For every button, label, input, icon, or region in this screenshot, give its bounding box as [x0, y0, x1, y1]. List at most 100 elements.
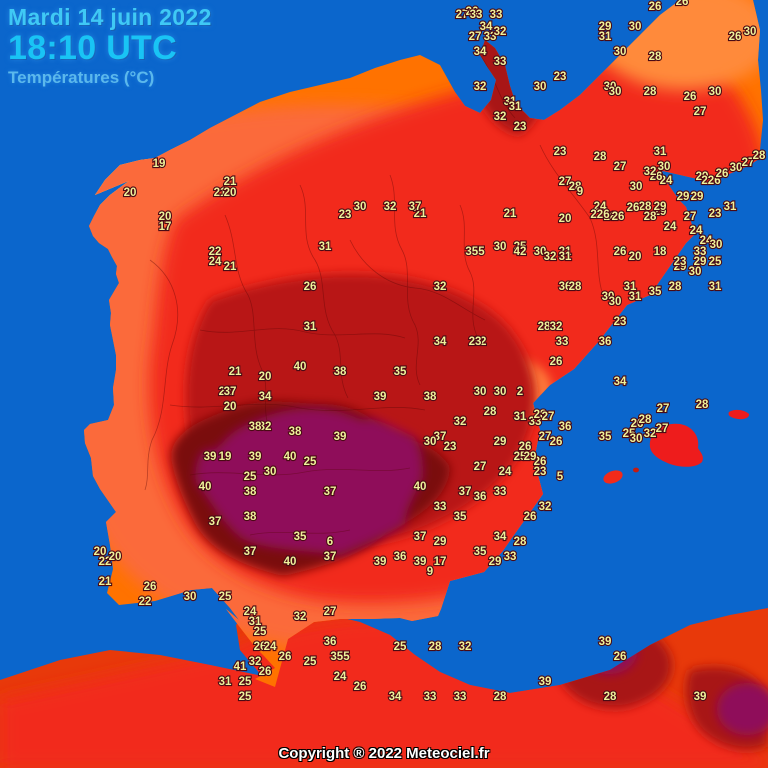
svg-text:28: 28 [494, 691, 507, 703]
svg-text:28: 28 [669, 281, 682, 293]
svg-text:27: 27 [657, 403, 670, 415]
svg-text:26: 26 [279, 651, 292, 663]
svg-text:27: 27 [684, 211, 697, 223]
svg-text:27: 27 [474, 461, 487, 473]
svg-text:32: 32 [550, 321, 563, 333]
svg-text:37: 37 [224, 386, 237, 398]
svg-text:26: 26 [259, 666, 272, 678]
svg-text:23: 23 [444, 441, 457, 453]
svg-text:30: 30 [630, 433, 643, 445]
svg-text:30: 30 [630, 181, 643, 193]
svg-text:35: 35 [474, 546, 487, 558]
svg-text:30: 30 [629, 21, 642, 33]
svg-text:38: 38 [244, 511, 257, 523]
svg-text:37: 37 [324, 551, 337, 563]
svg-text:32: 32 [644, 166, 657, 178]
svg-text:40: 40 [199, 481, 212, 493]
svg-text:29: 29 [677, 191, 690, 203]
svg-text:26: 26 [729, 31, 742, 43]
svg-text:27: 27 [324, 606, 337, 618]
svg-text:19: 19 [153, 158, 166, 170]
svg-text:23: 23 [674, 256, 687, 268]
svg-text:38: 38 [289, 426, 302, 438]
svg-text:26: 26 [550, 436, 563, 448]
svg-text:25: 25 [709, 256, 722, 268]
svg-text:25: 25 [244, 471, 257, 483]
svg-text:30: 30 [658, 161, 671, 173]
svg-text:22: 22 [139, 596, 152, 608]
svg-text:32: 32 [544, 251, 557, 263]
svg-text:26: 26 [550, 356, 563, 368]
svg-text:29: 29 [524, 451, 537, 463]
svg-text:29: 29 [434, 536, 447, 548]
svg-text:5: 5 [557, 471, 564, 483]
svg-text:32: 32 [494, 111, 507, 123]
svg-text:39: 39 [249, 451, 262, 463]
svg-text:23: 23 [709, 208, 722, 220]
svg-text:25: 25 [219, 591, 232, 603]
svg-text:17: 17 [434, 556, 447, 568]
svg-text:33: 33 [454, 691, 467, 703]
svg-text:28: 28 [429, 641, 442, 653]
svg-text:39: 39 [539, 676, 552, 688]
svg-text:29: 29 [654, 201, 667, 213]
svg-text:30: 30 [184, 591, 197, 603]
svg-text:25: 25 [394, 641, 407, 653]
svg-text:32: 32 [539, 501, 552, 513]
svg-text:35: 35 [599, 431, 612, 443]
svg-text:23: 23 [339, 209, 352, 221]
svg-text:30: 30 [730, 162, 743, 174]
svg-text:2: 2 [517, 386, 523, 398]
svg-text:33: 33 [434, 501, 447, 513]
svg-text:41: 41 [234, 661, 247, 673]
svg-text:20: 20 [559, 213, 572, 225]
svg-text:36: 36 [324, 636, 337, 648]
svg-text:32: 32 [454, 416, 467, 428]
svg-text:26: 26 [354, 681, 367, 693]
svg-text:34: 34 [474, 46, 487, 58]
svg-text:27: 27 [694, 106, 707, 118]
svg-text:42: 42 [514, 246, 527, 258]
svg-text:25: 25 [239, 676, 252, 688]
svg-text:21: 21 [504, 208, 517, 220]
svg-text:32: 32 [294, 611, 307, 623]
svg-text:34: 34 [494, 531, 507, 543]
svg-text:28: 28 [644, 86, 657, 98]
svg-text:37: 37 [324, 486, 337, 498]
svg-text:21: 21 [224, 261, 237, 273]
svg-text:31: 31 [514, 411, 527, 423]
svg-text:34: 34 [480, 21, 493, 33]
svg-text:17: 17 [159, 221, 172, 233]
svg-text:39: 39 [414, 556, 427, 568]
svg-text:33: 33 [504, 551, 517, 563]
svg-text:31: 31 [709, 281, 722, 293]
svg-text:355: 355 [465, 246, 485, 258]
svg-text:32: 32 [384, 201, 397, 213]
svg-text:30: 30 [494, 386, 507, 398]
svg-text:35: 35 [649, 286, 662, 298]
svg-text:25: 25 [239, 691, 252, 703]
svg-text:28: 28 [649, 51, 662, 63]
svg-text:32: 32 [459, 641, 472, 653]
svg-text:33: 33 [470, 9, 483, 21]
svg-text:34: 34 [389, 691, 402, 703]
svg-text:32: 32 [494, 26, 507, 38]
svg-text:30: 30 [264, 466, 277, 478]
svg-text:30: 30 [534, 81, 547, 93]
svg-text:30: 30 [614, 46, 627, 58]
svg-text:29: 29 [494, 436, 507, 448]
svg-text:31: 31 [319, 241, 332, 253]
svg-text:30: 30 [609, 86, 622, 98]
svg-text:31: 31 [559, 251, 572, 263]
svg-text:355: 355 [330, 651, 350, 663]
svg-text:32: 32 [644, 428, 657, 440]
svg-text:20: 20 [224, 401, 237, 413]
svg-text:28: 28 [753, 150, 766, 162]
svg-text:26: 26 [614, 651, 627, 663]
svg-text:29: 29 [489, 556, 502, 568]
svg-text:38: 38 [424, 391, 437, 403]
svg-text:26: 26 [304, 281, 317, 293]
svg-text:34: 34 [614, 376, 627, 388]
svg-text:23: 23 [514, 121, 527, 133]
svg-text:25: 25 [304, 456, 317, 468]
